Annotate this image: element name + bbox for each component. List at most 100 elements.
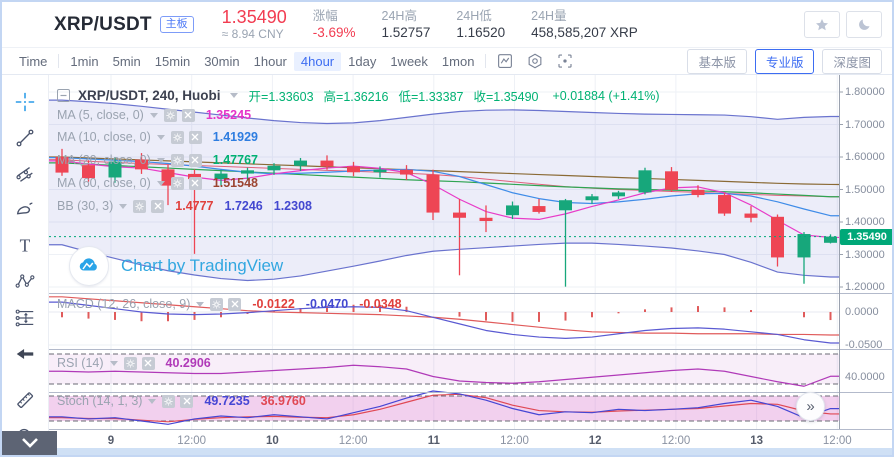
- candlestick-chart[interactable]: [49, 75, 894, 457]
- candle: [320, 160, 334, 167]
- mode-depth[interactable]: 深度图: [822, 48, 882, 74]
- candle: [373, 169, 387, 173]
- candle: [108, 161, 122, 178]
- parallel-lines-tool[interactable]: [8, 157, 42, 191]
- candle: [161, 169, 175, 186]
- ruler-icon: [17, 392, 34, 409]
- crosshair-tool[interactable]: [8, 85, 42, 119]
- candle: [426, 174, 440, 213]
- favorite-button[interactable]: [804, 11, 840, 38]
- xabcd-pattern-icon: [15, 274, 35, 288]
- stat-label: 24H高: [381, 9, 417, 23]
- star-icon: [816, 18, 828, 30]
- candle: [135, 159, 148, 170]
- candle: [506, 205, 519, 216]
- board-badge: 主板: [159, 16, 194, 33]
- moon-icon: [858, 19, 869, 30]
- candle: [638, 170, 652, 193]
- screenshot-icon: [558, 54, 572, 68]
- candle: [691, 189, 705, 196]
- candle: [824, 236, 837, 243]
- chevron-down-icon: [21, 438, 38, 448]
- brush-icon: [16, 202, 33, 215]
- candle: [718, 195, 731, 214]
- stat-label: 24H低: [456, 9, 492, 23]
- timeframe-15min[interactable]: 15min: [154, 53, 191, 69]
- chart-toolbar: Time 1min 5min 15min 30min 1hour 4hour 1…: [2, 47, 892, 75]
- candle: [82, 165, 95, 179]
- scroll-to-realtime-button[interactable]: »: [796, 392, 825, 421]
- timeframe-4hour[interactable]: 4hour: [293, 51, 342, 71]
- trend-line-tool[interactable]: [8, 121, 42, 155]
- pair-name: XRP/USDT: [54, 13, 152, 35]
- candle: [744, 213, 758, 218]
- arrow-left-icon: [16, 348, 34, 360]
- candle: [585, 196, 599, 201]
- stat-label: 涨幅: [312, 9, 338, 23]
- stat-24h-high: 24H高 1.52757: [382, 8, 431, 41]
- timeframe-1min[interactable]: 1min: [70, 53, 99, 69]
- chart-style-button[interactable]: [493, 51, 517, 71]
- price-in-cny: ≈ 8.94 CNY: [221, 26, 284, 41]
- stat-value: 1.52757: [381, 25, 431, 40]
- candle: [347, 166, 360, 173]
- timeframe-30min[interactable]: 30min: [204, 53, 240, 69]
- candle: [400, 169, 413, 175]
- timeframe-1week[interactable]: 1week: [390, 53, 428, 69]
- collapse-panel-button[interactable]: [2, 431, 57, 455]
- timeframe-time[interactable]: Time: [19, 53, 48, 69]
- candle: [612, 192, 625, 197]
- parallel-lines-icon: [16, 167, 33, 182]
- last-price: 1.35490: [221, 6, 287, 27]
- candle: [188, 173, 201, 180]
- screenshot-button[interactable]: [553, 51, 577, 71]
- stat-24h-volume: 24H量 458,585,207 XRP: [531, 8, 638, 41]
- text-tool[interactable]: T: [8, 229, 42, 263]
- candle: [214, 173, 228, 180]
- timeframe-1mon[interactable]: 1mon: [441, 53, 475, 69]
- svg-text:T: T: [20, 236, 31, 256]
- timeframe-1day[interactable]: 1day: [348, 53, 377, 69]
- line-chart-icon: [498, 54, 513, 68]
- double-chevron-right-icon: »: [806, 398, 815, 415]
- candle: [294, 160, 307, 166]
- stat-value: 1.16520: [456, 25, 506, 40]
- drawing-toolbar: T: [2, 75, 49, 455]
- stat-24h-low: 24H低 1.16520: [456, 8, 505, 41]
- candle: [453, 212, 466, 218]
- stat-value: 458,585,207 XRP: [531, 25, 638, 40]
- measure-tool[interactable]: [8, 383, 42, 417]
- candle: [532, 206, 546, 212]
- text-icon: T: [20, 236, 31, 256]
- window-border: [2, 448, 892, 455]
- fibonacci-icon: [15, 309, 34, 327]
- fibonacci-tool[interactable]: [8, 301, 42, 335]
- divider: [485, 54, 487, 68]
- mode-pro[interactable]: 专业版: [754, 48, 815, 74]
- back-button[interactable]: [8, 337, 42, 371]
- stat-label: 24H量: [531, 9, 567, 23]
- stat-change: 涨幅 -3.69%: [313, 8, 356, 41]
- brush-tool[interactable]: [8, 193, 42, 227]
- pattern-tool[interactable]: [8, 265, 42, 299]
- stat-value: -3.69%: [312, 25, 356, 40]
- candle: [559, 200, 572, 211]
- dark-mode-button[interactable]: [846, 11, 882, 38]
- crosshair-icon: [15, 92, 35, 112]
- candle: [479, 217, 493, 222]
- candle: [771, 216, 784, 258]
- indicator-hexagon-icon: [529, 53, 542, 69]
- symbol-header: XRP/USDT 主板 1.35490 ≈ 8.94 CNY 涨幅 -3.69%…: [2, 2, 892, 47]
- trend-line-icon: [16, 129, 34, 147]
- candle: [241, 170, 254, 174]
- mode-basic[interactable]: 基本版: [687, 48, 747, 74]
- chart-area[interactable]: XRP/USDT, 240, Huobi 开=1.33603 高=1.36216…: [49, 75, 894, 457]
- last-price-block: 1.35490 ≈ 8.94 CNY: [221, 6, 287, 42]
- indicator-button[interactable]: [523, 51, 547, 71]
- timeframe-5min[interactable]: 5min: [112, 53, 141, 69]
- candle: [55, 157, 69, 173]
- candle: [267, 165, 281, 171]
- divider: [58, 54, 60, 68]
- timeframe-1hour[interactable]: 1hour: [253, 53, 287, 69]
